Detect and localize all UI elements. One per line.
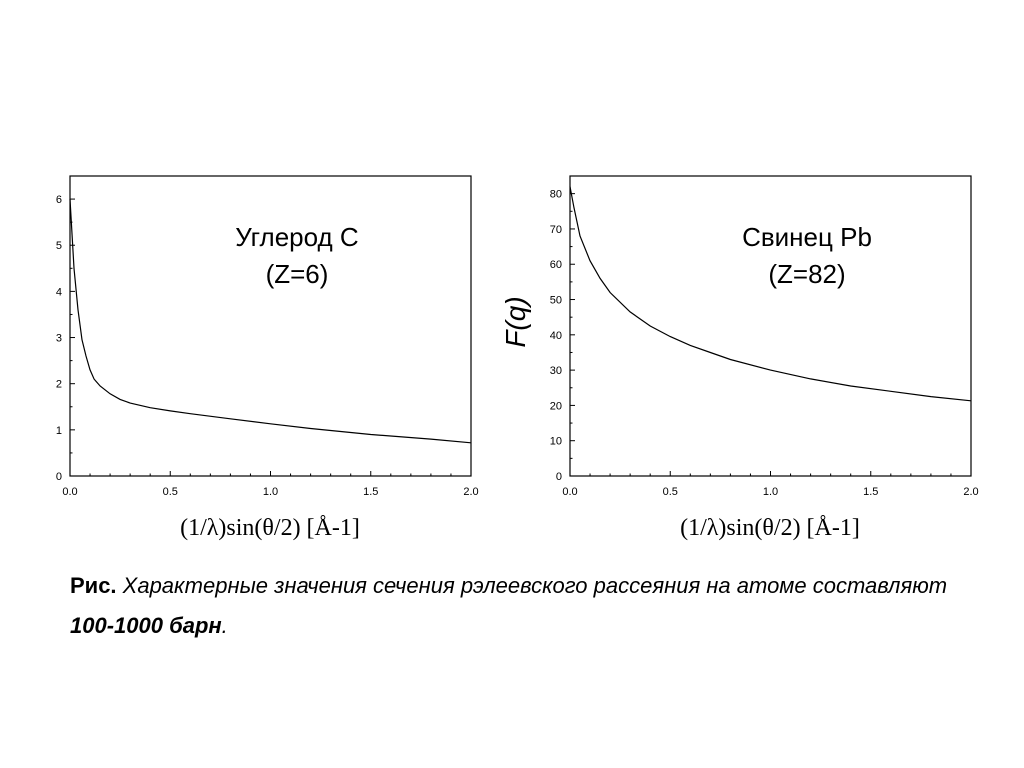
caption-lead: Рис. — [70, 573, 117, 598]
x-tick-label: 1.5 — [863, 486, 878, 498]
x-ticks: 0.0 0.5 1.0 1.5 2.0 — [62, 471, 479, 498]
annotation-line-2: (Z=6) — [266, 259, 329, 289]
x-axis-label: (1/λ)sin(θ/2) [Å-1] — [680, 515, 860, 541]
y-tick-label: 0 — [56, 471, 62, 483]
y-tick-label: 60 — [550, 259, 562, 271]
y-ticks: 0 1 2 3 4 5 6 — [56, 194, 75, 483]
y-tick-label: 3 — [56, 333, 62, 345]
x-tick-label: 0.0 — [62, 486, 77, 498]
figure-caption: Рис. Характерные значения сечения рэлеев… — [70, 566, 970, 646]
plot-frame — [69, 175, 472, 477]
chart-lead: 0 10 20 30 40 50 60 70 80 0.0 0.5 1.0 1.5 2.0 Свинец… — [500, 175, 979, 541]
y-tick-label: 30 — [550, 365, 562, 377]
caption-emphasis: 100-1000 барн — [70, 613, 222, 638]
y-tick-label: 2 — [56, 379, 62, 391]
caption-body: Характерные значения сечения рэлеевского… — [116, 573, 948, 598]
plot-frame — [569, 175, 972, 477]
caption-tail: . — [221, 613, 228, 638]
x-tick-label: 0.5 — [663, 486, 678, 498]
x-axis-label: (1/λ)sin(θ/2) [Å-1] — [180, 515, 360, 541]
y-tick-label: 10 — [550, 436, 562, 448]
y-tick-label: 5 — [56, 240, 62, 252]
annotation-line-1: Свинец Pb — [742, 222, 872, 252]
y-tick-label: 50 — [550, 295, 562, 307]
y-tick-label: 1 — [56, 425, 62, 437]
series-line — [569, 186, 972, 402]
y-tick-label: 4 — [56, 286, 62, 298]
x-tick-label: 2.0 — [963, 486, 978, 498]
annotation-line-1: Углерод C — [235, 222, 358, 252]
y-tick-label: 20 — [550, 400, 562, 412]
x-tick-label: 1.0 — [263, 486, 278, 498]
y-axis-label: F(q) — [500, 296, 531, 347]
y-tick-label: 80 — [550, 189, 562, 201]
x-ticks: 0.0 0.5 1.0 1.5 2.0 — [562, 471, 979, 498]
y-tick-label: 70 — [550, 224, 562, 236]
series-line — [69, 199, 472, 444]
x-tick-label: 2.0 — [463, 486, 478, 498]
y-tick-label: 6 — [56, 194, 62, 206]
x-tick-label: 0.5 — [163, 486, 178, 498]
x-tick-label: 1.5 — [363, 486, 378, 498]
y-tick-label: 40 — [550, 330, 562, 342]
y-ticks: 0 10 20 30 40 50 60 70 80 — [550, 189, 575, 483]
annotation-line-2: (Z=82) — [768, 259, 845, 289]
x-tick-label: 1.0 — [763, 486, 778, 498]
y-tick-label: 0 — [556, 471, 562, 483]
x-tick-label: 0.0 — [562, 486, 577, 498]
